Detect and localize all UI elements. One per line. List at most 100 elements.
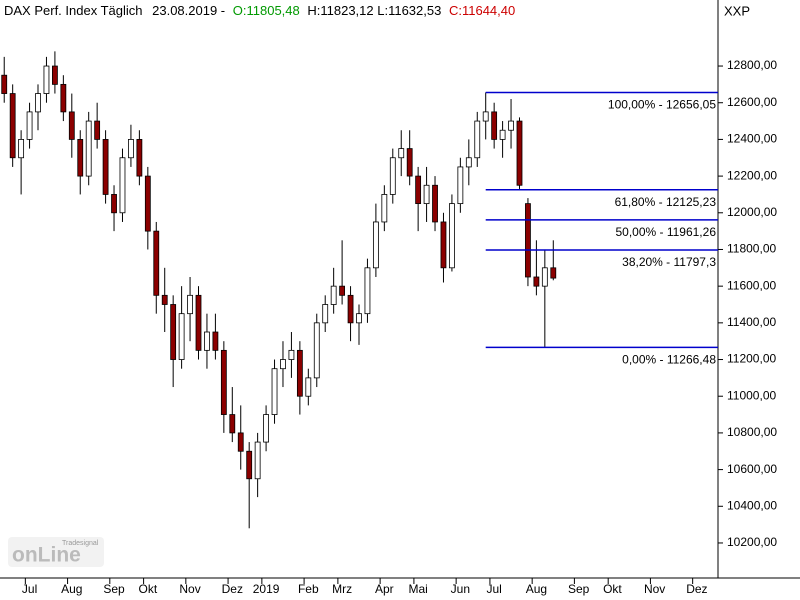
x-tick-label: Sep: [103, 582, 125, 596]
chart-subtitle: 23.08.2019 -: [152, 3, 225, 18]
candle-body: [372, 221, 379, 269]
chart-title: DAX Perf. Index Täglich: [4, 3, 143, 18]
header: DAX Perf. Index Täglich 23.08.2019 - O:1…: [4, 3, 515, 18]
x-tick-label: Jul: [486, 582, 501, 596]
fib-label: 100,00% - 12656,05: [608, 98, 716, 112]
candle-body: [136, 139, 143, 177]
y-tick-label: 12800,00: [727, 58, 777, 72]
fib-label: 61,80% - 12125,23: [615, 195, 717, 209]
candle-body: [499, 129, 506, 140]
candle-body: [271, 368, 278, 415]
y-tick-label: 11000,00: [727, 388, 776, 402]
candle-body: [508, 120, 514, 131]
fib-label: 38,20% - 11797,3: [622, 255, 716, 269]
candle-body: [330, 285, 337, 305]
candle-body: [280, 359, 286, 370]
candle-body: [246, 450, 253, 480]
candle-body: [212, 331, 219, 351]
logo: Tradesignal onLine: [8, 537, 104, 567]
candle-body: [533, 276, 540, 287]
x-tick-label: Aug: [526, 582, 547, 596]
candle-body: [195, 294, 202, 351]
candle-body: [482, 111, 489, 122]
candle-body: [111, 194, 117, 214]
candle-body: [153, 230, 160, 296]
candle-body: [77, 139, 84, 177]
x-tick-label: Aug: [61, 582, 82, 596]
candle-body: [170, 304, 177, 360]
x-tick-label: Okt: [603, 582, 622, 596]
candle-body: [347, 294, 354, 324]
x-tick-label: Feb: [298, 582, 319, 596]
candle-body: [541, 267, 548, 287]
x-tick-label: Nov: [179, 582, 200, 596]
candle-body: [516, 120, 523, 186]
candle-body: [102, 139, 109, 195]
x-tick-label: 2019: [253, 582, 280, 596]
candle-body: [144, 175, 151, 232]
candle-body: [26, 111, 33, 140]
candle-body: [322, 304, 329, 324]
candle-body: [406, 148, 413, 177]
candle-body: [474, 120, 481, 159]
axis-name: XXP: [724, 3, 750, 18]
candle-body: [296, 349, 303, 397]
candle-body: [85, 120, 92, 177]
y-tick-label: 10800,00: [727, 425, 777, 439]
candle-body: [68, 111, 75, 140]
logo-text: onLine: [12, 544, 81, 567]
candle-body: [187, 294, 193, 315]
x-tick-label: Jul: [22, 582, 37, 596]
y-tick-label: 10400,00: [727, 498, 777, 512]
candle-body: [18, 139, 25, 159]
candle-body: [449, 203, 455, 269]
y-tick-label: 10600,00: [727, 462, 777, 476]
y-tick-label: 12200,00: [727, 168, 777, 182]
candle-body: [128, 139, 134, 159]
x-tick-label: Sep: [568, 582, 590, 596]
candle-body: [229, 414, 236, 434]
y-tick-label: 12600,00: [727, 95, 777, 109]
candle-body: [313, 322, 320, 379]
candle-body: [52, 65, 58, 85]
x-tick-label: Nov: [644, 582, 665, 596]
y-tick-label: 11600,00: [727, 278, 776, 292]
candle-body: [220, 349, 227, 415]
candle-body: [525, 203, 531, 278]
candle-body: [389, 157, 396, 195]
logo-brand: Tradesignal: [62, 540, 99, 547]
candle-body: [415, 175, 422, 205]
quote-open: O:11805,48: [233, 3, 300, 18]
candle-body: [465, 157, 472, 168]
candle-body: [94, 120, 101, 140]
candle-body: [339, 285, 346, 296]
candle-body: [43, 65, 50, 94]
candle-body: [9, 93, 16, 159]
y-tick-label: 11800,00: [727, 242, 776, 256]
fib-label: 0,00% - 11266,48: [622, 353, 716, 367]
quote-close: C:11644,40: [449, 3, 515, 18]
candle-body: [204, 331, 210, 351]
x-tick-label: Mai: [408, 582, 427, 596]
candle-body: [60, 83, 67, 113]
x-tick-label: Dez: [686, 582, 707, 596]
candle-body: [178, 313, 185, 360]
y-tick-label: 10200,00: [727, 535, 777, 549]
y-tick-label: 11400,00: [727, 315, 776, 329]
candle-body: [263, 414, 269, 443]
candle-body: [161, 294, 168, 305]
candle-body: [254, 441, 261, 480]
x-tick-label: Dez: [222, 582, 243, 596]
logo-box: [8, 537, 104, 567]
y-tick-label: 12000,00: [727, 205, 777, 219]
y-tick-label: 12400,00: [727, 132, 777, 146]
y-tick-label: 11200,00: [727, 352, 776, 366]
quote-high-low: H:11823,12 L:11632,53: [307, 3, 441, 18]
candle-body: [288, 349, 295, 360]
candle-body: [364, 267, 371, 315]
candle-body: [491, 111, 498, 140]
candle-body: [1, 74, 8, 94]
x-tick-label: Apr: [375, 582, 394, 596]
candle-body: [457, 166, 464, 205]
